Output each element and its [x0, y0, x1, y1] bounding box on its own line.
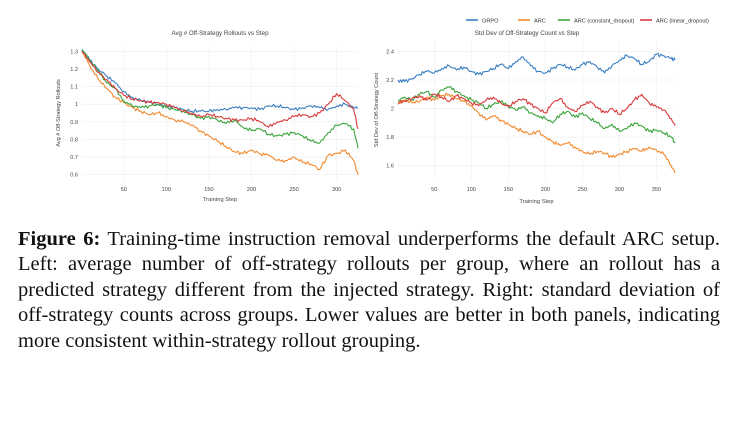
legend-item: ARC [518, 19, 546, 25]
y-tick-label: 2.4 [386, 49, 394, 55]
x-tick-label: 200 [541, 187, 550, 193]
y-tick-label: 2.2 [386, 78, 394, 84]
x-tick-label: 150 [504, 187, 513, 193]
chart-title: Std Dev of Off-Strategy Count vs Step [475, 30, 580, 37]
right-panel: Std Dev of Off-Strategy Count vs Step 50 1… [374, 30, 676, 205]
x-tick-label: 350 [652, 187, 661, 193]
x-tick-label: 150 [204, 187, 213, 193]
legend-item: GRPO [466, 19, 499, 25]
caption-label: Figure 6: [18, 228, 101, 250]
chart-title: Avg # Off-Strategy Rollouts vs Step [171, 30, 269, 37]
legend-item: ARC (constant_dropout) [558, 19, 634, 25]
x-tick-label: 200 [247, 187, 256, 193]
y-tick-label: 1 [75, 102, 78, 108]
y-tick-label: 1.2 [70, 67, 78, 73]
series-line-grpo [81, 49, 359, 114]
legend-label: ARC (constant_dropout) [574, 19, 634, 25]
x-axis-label: Training Step [203, 197, 237, 203]
y-tick-label: 0.7 [70, 155, 78, 161]
grid [398, 40, 675, 180]
legend-label: GRPO [482, 19, 499, 25]
series-line-arc-linear-dropout [81, 50, 359, 130]
y-tick-label: 0.8 [70, 137, 78, 143]
figure-caption: Figure 6: Training-time instruction remo… [18, 227, 720, 354]
y-axis-label: Avg # Off-Strategy Rollouts [56, 79, 62, 147]
legend-item: ARC (linear_dropout) [640, 19, 709, 25]
legend-label: ARC [534, 19, 546, 25]
x-tick-label: 300 [332, 187, 341, 193]
legend: GRPO ARC ARC (constant_dropout) ARC (linear… [466, 19, 709, 25]
series-line-arc-constant-dropout [81, 49, 359, 149]
y-tick-label: 1.6 [386, 164, 394, 170]
caption-text: Training-time instruction removal underp… [18, 228, 720, 352]
series-line-arc-constant-dropout [397, 86, 676, 144]
y-tick-label: 0.9 [70, 120, 78, 126]
y-tick-label: 1.1 [70, 85, 78, 91]
grid [82, 46, 358, 180]
x-tick-label: 50 [121, 187, 127, 193]
left-panel: Avg # Off-Strategy Rollouts vs Step 50 100… [56, 30, 359, 203]
y-tick-label: 2 [391, 107, 394, 113]
y-tick-label: 0.6 [70, 173, 78, 179]
x-tick-label: 250 [578, 187, 587, 193]
y-axis-label: Std Dev of Off-Strategy Count [374, 72, 380, 147]
x-tick-label: 300 [615, 187, 624, 193]
y-tick-label: 1.3 [70, 49, 78, 55]
series-line-arc [81, 51, 359, 175]
x-tick-label: 250 [289, 187, 298, 193]
y-tick-label: 1.8 [386, 135, 394, 141]
x-tick-label: 50 [431, 187, 437, 193]
figure-charts: GRPO ARC ARC (constant_dropout) ARC (linear… [56, 19, 709, 206]
series-line-grpo [397, 52, 676, 83]
x-tick-label: 100 [467, 187, 476, 193]
legend-label: ARC (linear_dropout) [656, 19, 709, 25]
x-axis-label: Training Step [519, 199, 553, 205]
series-line-arc-linear-dropout [397, 93, 676, 126]
series-line-arc [397, 92, 676, 174]
x-tick-label: 100 [162, 187, 171, 193]
